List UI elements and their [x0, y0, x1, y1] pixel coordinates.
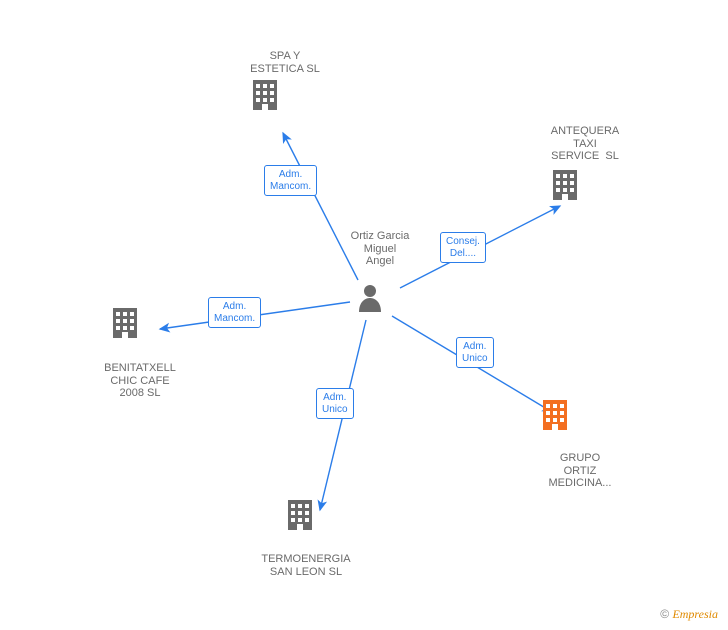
- edge-label[interactable]: Adm. Mancom.: [264, 165, 317, 196]
- edge-label[interactable]: Adm. Unico: [316, 388, 354, 419]
- copyright-symbol: ©: [660, 607, 669, 621]
- node-label: ANTEQUERA TAXI SERVICE SL: [535, 125, 635, 163]
- brand-name: Empresia: [672, 607, 718, 621]
- attribution: © Empresia: [660, 607, 718, 622]
- building-icon[interactable]: [540, 398, 570, 432]
- center-node-label: Ortiz Garcia Miguel Angel: [345, 230, 415, 268]
- building-icon[interactable]: [250, 78, 280, 112]
- node-label: SPA Y ESTETICA SL: [235, 50, 335, 75]
- node-label: GRUPO ORTIZ MEDICINA...: [530, 452, 630, 490]
- edge-label[interactable]: Adm. Mancom.: [208, 297, 261, 328]
- building-icon[interactable]: [285, 498, 315, 532]
- person-icon[interactable]: [356, 282, 384, 312]
- building-icon[interactable]: [550, 168, 580, 202]
- node-label: TERMOENERGIA SAN LEON SL: [256, 553, 356, 578]
- building-icon[interactable]: [110, 306, 140, 340]
- edge-label[interactable]: Consej. Del....: [440, 232, 486, 263]
- edge-label[interactable]: Adm. Unico: [456, 337, 494, 368]
- node-label: BENITATXELL CHIC CAFE 2008 SL: [90, 362, 190, 400]
